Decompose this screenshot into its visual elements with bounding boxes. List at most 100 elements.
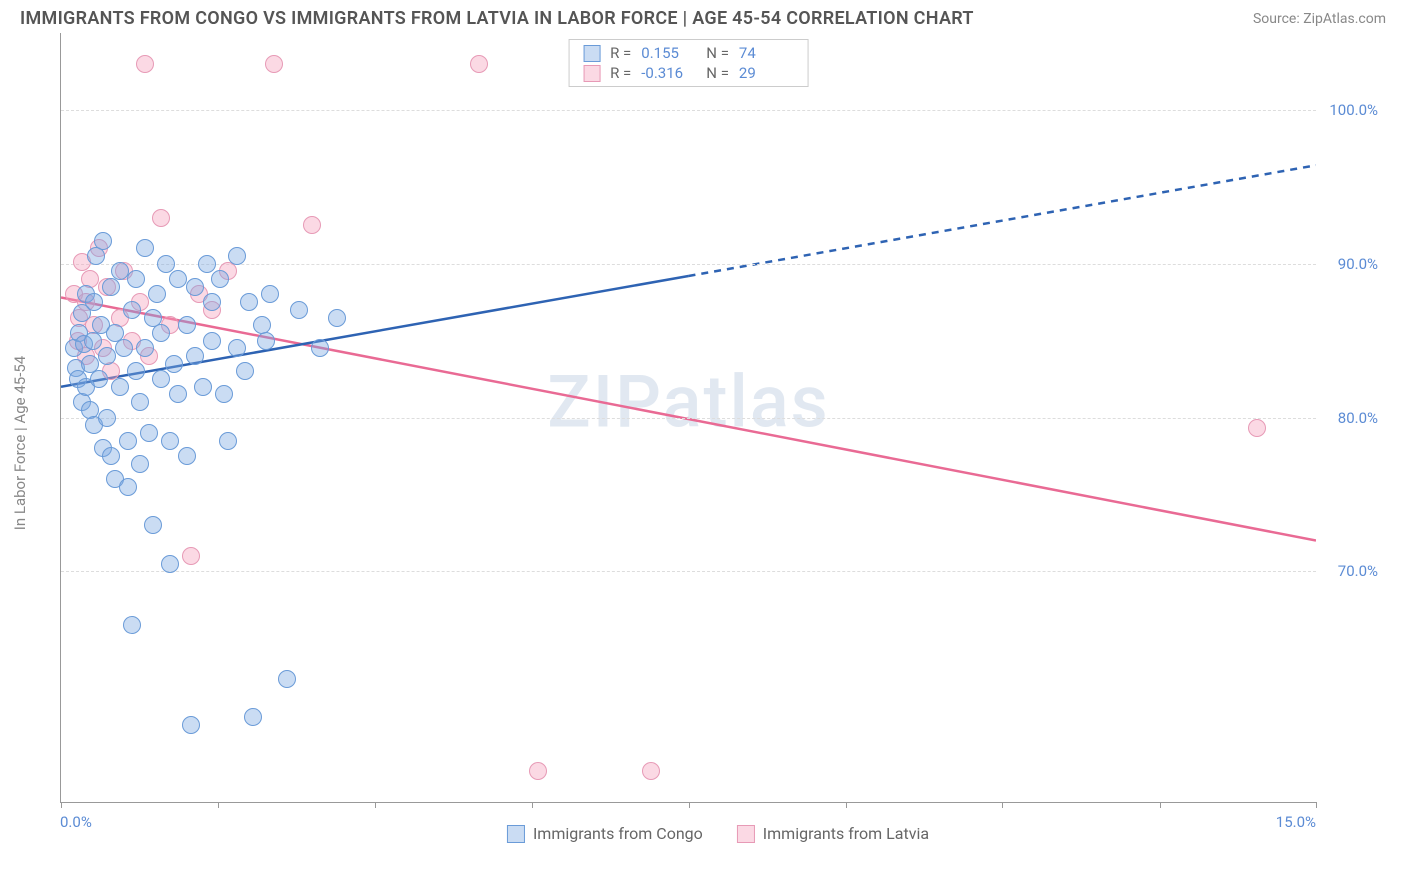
legend-n-label: N = [706,44,729,62]
point-series-a [219,432,237,450]
point-series-a [131,455,149,473]
point-series-a [186,278,204,296]
legend-r-value: -0.316 [641,64,696,82]
point-series-a [161,432,179,450]
trend-line [689,165,1317,276]
point-series-b [152,209,170,227]
legend-n-value: 74 [739,44,794,62]
point-series-a [169,270,187,288]
point-series-a [127,270,145,288]
point-series-a [278,670,296,688]
point-series-a [228,247,246,265]
x-tick-label-max: 15.0% [1276,813,1316,831]
x-tick [1002,802,1003,808]
point-series-a [186,347,204,365]
point-series-a [84,332,102,350]
point-series-a [152,324,170,342]
point-series-a [178,316,196,334]
point-series-a [203,293,221,311]
point-series-a [311,339,329,357]
legend-n-label: N = [706,64,729,82]
source-label: Source: ZipAtlas.com [1253,11,1386,27]
gridline [61,418,1316,419]
x-tick [1160,802,1161,808]
x-tick [218,802,219,808]
point-series-a [119,478,137,496]
legend-r-label: R = [610,64,631,82]
point-series-a [119,432,137,450]
point-series-a [115,339,133,357]
point-series-a [90,370,108,388]
point-series-a [165,355,183,373]
point-series-b [642,762,660,780]
gridline [61,264,1316,265]
y-tick-label: 70.0% [1338,562,1378,580]
legend-row: R = -0.316 N = 29 [569,63,808,83]
legend-swatch [583,45,600,62]
point-series-a [194,378,212,396]
legend-swatch [583,65,600,82]
point-series-a [328,309,346,327]
x-tick [532,802,533,808]
legend-r-value: 0.155 [641,44,696,62]
legend-label: Immigrants from Latvia [763,824,929,843]
x-tick-label-min: 0.0% [60,813,92,831]
y-tick-label: 80.0% [1338,409,1378,427]
point-series-a [123,301,141,319]
point-series-a [244,708,262,726]
point-series-a [98,409,116,427]
y-axis-label: In Labor Force | Age 45-54 [11,356,29,530]
point-series-a [148,285,166,303]
point-series-a [152,370,170,388]
point-series-a [98,347,116,365]
legend-item: Immigrants from Latvia [737,824,929,843]
point-series-a [211,270,229,288]
point-series-a [198,255,216,273]
point-series-a [169,385,187,403]
point-series-a [85,293,103,311]
x-tick [846,802,847,808]
x-tick [689,802,690,808]
point-series-a [136,239,154,257]
point-series-a [182,716,200,734]
series-legend: Immigrants from Congo Immigrants from Lat… [507,824,929,843]
chart-area: In Labor Force | Age 45-54 ZIPatlas R =0… [50,33,1386,853]
point-series-b [136,55,154,73]
point-series-a [127,362,145,380]
x-tick [1316,802,1317,808]
point-series-a [178,447,196,465]
point-series-a [290,301,308,319]
point-series-b [303,216,321,234]
point-series-a [257,332,275,350]
y-tick-label: 90.0% [1338,255,1378,273]
point-series-a [261,285,279,303]
point-series-a [157,255,175,273]
point-series-a [102,447,120,465]
point-series-a [102,278,120,296]
legend-row: R =0.155N =74 [569,43,808,63]
point-series-b [182,547,200,565]
point-series-b [1248,419,1266,437]
legend-label: Immigrants from Congo [533,824,703,843]
point-series-a [228,339,246,357]
point-series-a [144,516,162,534]
point-series-a [94,232,112,250]
legend-swatch [737,825,755,843]
point-series-b [265,55,283,73]
point-series-a [136,339,154,357]
x-tick [375,802,376,808]
point-series-a [161,555,179,573]
point-series-a [203,332,221,350]
y-tick-label: 100.0% [1329,101,1378,119]
legend-item: Immigrants from Congo [507,824,703,843]
legend-n-value: 29 [739,64,794,82]
correlation-legend: R = 0.155 N = 74R = -0.316 N = 29 [568,39,809,87]
x-tick [61,802,62,808]
watermark: ZIPatlas [547,360,829,445]
point-series-a [140,424,158,442]
gridline [61,110,1316,111]
trend-line [61,298,1316,541]
gridline [61,571,1316,572]
point-series-a [131,393,149,411]
point-series-b [529,762,547,780]
